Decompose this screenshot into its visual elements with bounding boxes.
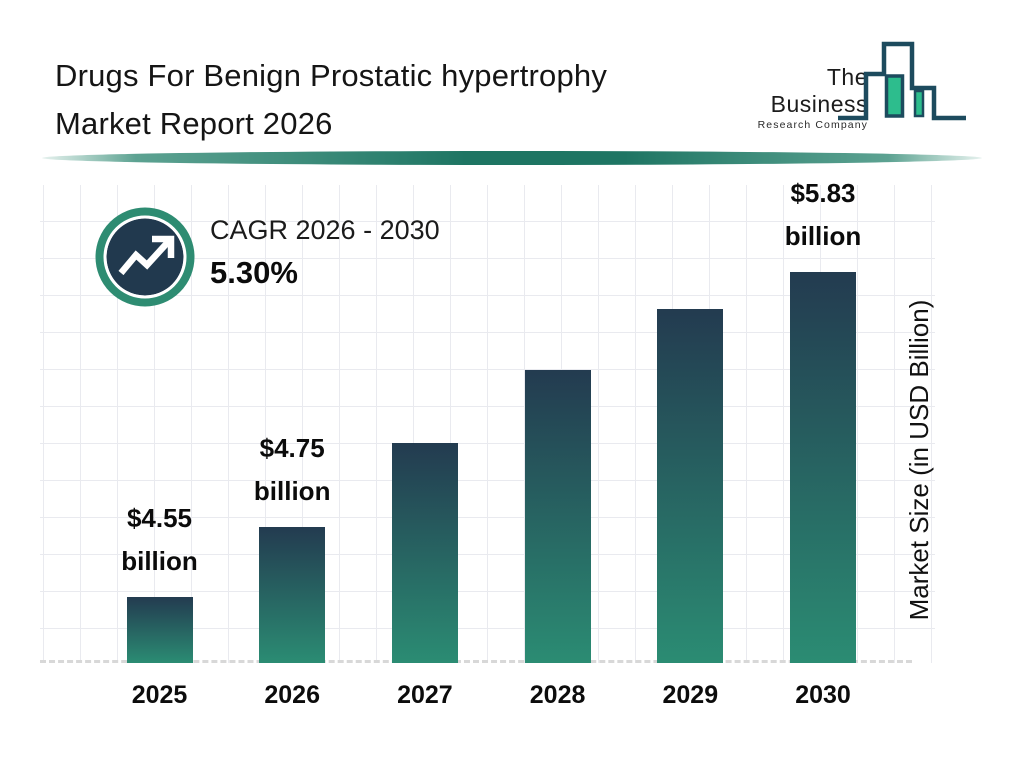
bar-2028 (524, 370, 591, 663)
logo-company-subtitle: Research Company (757, 119, 868, 131)
value-label-unit: billion (121, 546, 198, 576)
cagr-callout: CAGR 2026 - 2030 5.30% (210, 215, 440, 291)
page-title-line1: Drugs For Benign Prostatic hypertrophy (55, 58, 608, 93)
bar-2027 (391, 443, 458, 663)
cagr-label: CAGR 2026 - 2030 (210, 215, 440, 245)
x-tick-label-2030: 2030 (795, 681, 851, 709)
value-label-2030: $5.83 billion (728, 172, 918, 258)
logo-bars-icon (838, 41, 966, 121)
page-title-line2: Market Report 2026 (55, 106, 333, 141)
section-divider (42, 151, 982, 165)
value-label-2026: $4.75 billion (197, 427, 387, 513)
value-label-unit: billion (784, 221, 862, 251)
page-title: Drugs For Benign Prostatic hypertrophy Ma… (55, 52, 607, 148)
bar-2025 (126, 597, 193, 663)
value-label-2025: $4.55 billion (65, 497, 255, 583)
bar-2029 (657, 309, 724, 663)
x-tick-label-2026: 2026 (264, 681, 320, 709)
bar-2026 (259, 527, 326, 663)
y-axis-label: Market Size (in USD Billion) (904, 299, 934, 621)
cagr-value: 5.30% (210, 255, 298, 290)
value-label-amount: $4.75 (259, 433, 325, 463)
company-logo-text: The Business Research Company (728, 64, 868, 131)
value-label-unit: billion (253, 476, 331, 506)
bar-2030 (790, 272, 856, 663)
x-tick-label-2028: 2028 (529, 681, 586, 709)
value-label-amount: $4.55 (126, 503, 193, 533)
company-logo: The Business Research Company (718, 36, 988, 136)
x-tick-label-2027: 2027 (397, 681, 453, 709)
value-label-amount: $5.83 (790, 178, 856, 208)
x-axis-baseline (40, 660, 912, 663)
trend-up-icon (95, 207, 195, 307)
x-tick-label-2029: 2029 (662, 681, 719, 709)
logo-company-name: The Business (770, 64, 868, 117)
x-tick-label-2025: 2025 (131, 681, 188, 709)
